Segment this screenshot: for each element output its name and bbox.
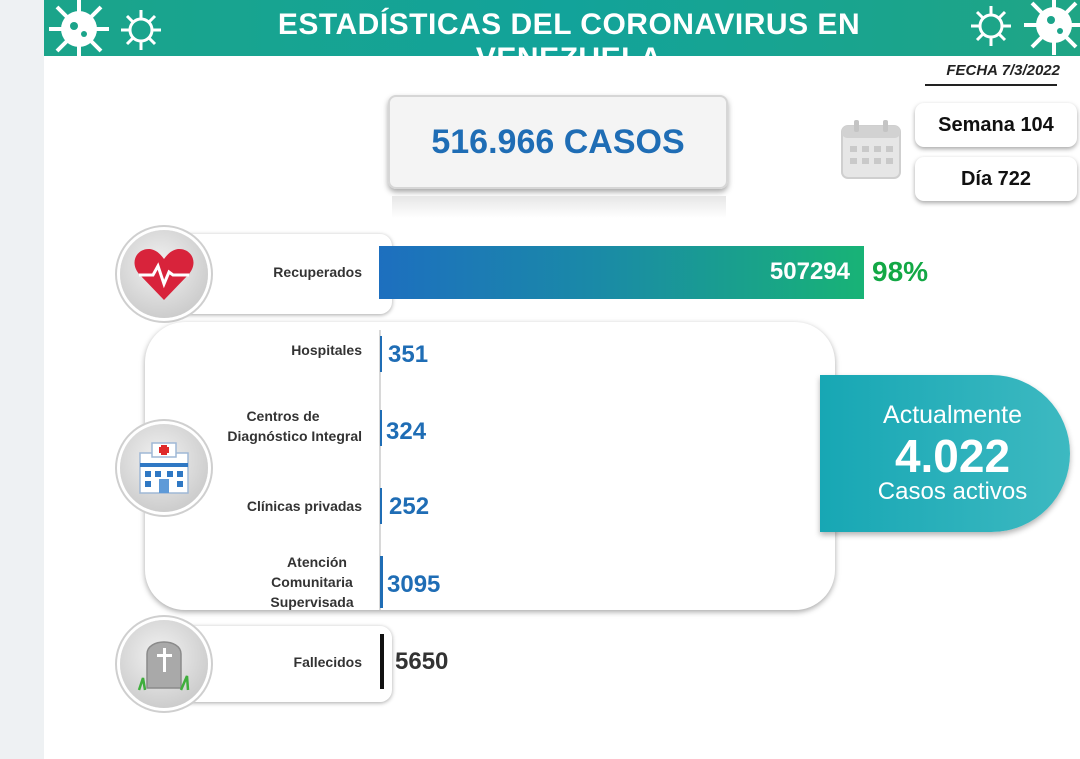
recovered-bar: 507294 xyxy=(379,246,864,299)
deaths-value: 5650 xyxy=(395,648,449,675)
recovered-percent: 98% xyxy=(872,256,929,287)
page-title: ESTADÍSTICAS DEL CORONAVIRUS EN VENEZUEL… xyxy=(277,8,861,56)
virus-icon xyxy=(49,0,109,56)
report-date: FECHA 7/3/2022 xyxy=(946,62,1060,79)
date-underline xyxy=(925,84,1057,86)
facility-label: Clínicas privadas xyxy=(246,498,362,514)
axis-line xyxy=(379,330,381,610)
facility-value: 252 xyxy=(389,493,430,520)
virus-icon xyxy=(971,6,1011,46)
calendar-icon xyxy=(841,120,901,179)
facility-value: 324 xyxy=(386,418,427,445)
facility-label: Atención Comunitaria Supervisada xyxy=(270,554,354,610)
active-title: Actualmente xyxy=(883,401,1022,429)
recovered-label: Recuperados xyxy=(273,264,362,280)
facility-value: 3095 xyxy=(387,571,441,598)
total-cases-reflection xyxy=(392,196,726,218)
deaths-label: Fallecidos xyxy=(293,654,362,670)
virus-icon xyxy=(121,10,161,50)
day-badge: Día 722 xyxy=(915,157,1077,201)
tombstone-icon xyxy=(120,620,208,708)
facilities-card xyxy=(145,322,835,610)
hospital-icon xyxy=(120,424,208,512)
facility-bar xyxy=(380,336,382,372)
facility-value: 351 xyxy=(388,341,429,368)
facility-bar xyxy=(380,410,382,446)
heart-pulse-icon xyxy=(120,230,208,318)
facility-bar xyxy=(380,488,382,524)
recovered-value: 507294 xyxy=(769,258,850,285)
virus-icon xyxy=(1024,0,1080,55)
total-cases: 516.966 CASOS xyxy=(431,122,685,161)
header-banner: ESTADÍSTICAS DEL CORONAVIRUS EN VENEZUEL… xyxy=(44,0,1080,56)
day-label: Día 722 xyxy=(960,167,1032,190)
facility-bar xyxy=(380,556,383,608)
facility-label: Centros de Diagnóstico Integral xyxy=(227,408,362,444)
active-cases-badge: Actualmente 4.022 Casos activos xyxy=(820,375,1070,532)
week-badge: Semana 104 xyxy=(915,103,1077,147)
total-cases-box: 516.966 CASOS xyxy=(388,95,728,189)
week-label: Semana 104 xyxy=(938,113,1054,136)
active-caption: Casos activos xyxy=(877,478,1028,505)
active-value: 4.022 xyxy=(894,430,1011,482)
deaths-bar xyxy=(380,634,384,689)
facility-label: Hospitales xyxy=(291,342,362,358)
